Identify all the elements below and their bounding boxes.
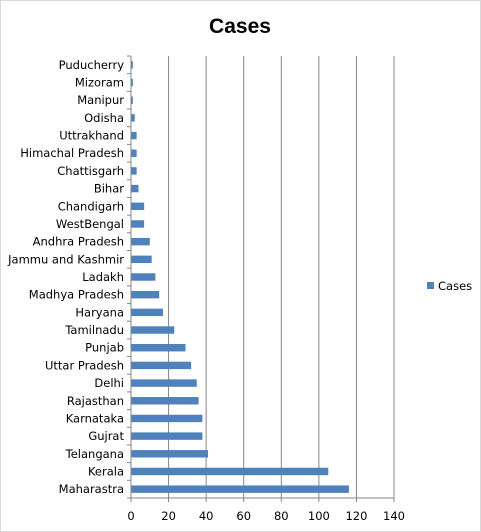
- category-labels: Maharastra Kerala Telangana Gujrat Karnataka…: [7, 58, 124, 496]
- category-label: Haryana: [75, 305, 124, 319]
- category-label: Kerala: [88, 464, 124, 478]
- bar: [131, 344, 186, 352]
- legend-swatch: [427, 282, 434, 289]
- x-tick-label: 0: [127, 509, 134, 523]
- bar: [131, 414, 203, 423]
- category-label: Manipur: [77, 93, 124, 107]
- legend: Cases: [427, 279, 472, 293]
- bar: [131, 467, 329, 476]
- category-label: WestBengal: [56, 217, 124, 231]
- bar: [131, 255, 152, 264]
- x-tick-labels: 0 20 40 60 80 100 120 140: [127, 509, 405, 523]
- category-label: Telangana: [65, 447, 124, 461]
- category-label: Chandigarh: [58, 199, 124, 213]
- bar: [131, 397, 199, 405]
- bar: [131, 290, 160, 299]
- bar: [131, 432, 203, 440]
- bar: [131, 273, 156, 281]
- bar: [131, 237, 150, 246]
- category-label: Andhra Pradesh: [33, 235, 124, 249]
- bar: [131, 167, 137, 175]
- category-label: Ladakh: [82, 270, 124, 284]
- x-tick-label: 60: [236, 509, 251, 523]
- category-label: Jammu and Kashmir: [7, 252, 124, 266]
- category-label: Gujrat: [88, 429, 124, 443]
- category-label: Rajasthan: [67, 394, 124, 408]
- bar: [131, 78, 133, 87]
- category-label: Chattisgarh: [57, 164, 124, 178]
- bar: [131, 326, 175, 334]
- category-label: Puducherry: [59, 58, 125, 72]
- bar: [131, 202, 145, 210]
- gridlines: [168, 56, 395, 498]
- bar: [131, 184, 139, 193]
- category-label: Madhya Pradesh: [29, 288, 124, 302]
- category-label: Uttrakhand: [59, 129, 124, 143]
- bar: [131, 61, 133, 69]
- bar: [131, 308, 163, 317]
- bar: [131, 96, 133, 104]
- category-label: Mizoram: [75, 76, 124, 90]
- axes: [127, 55, 395, 502]
- category-label: Punjab: [85, 341, 124, 355]
- category-label: Himachal Pradesh: [20, 146, 124, 160]
- x-tick-label: 20: [161, 509, 176, 523]
- category-label: Uttar Pradesh: [45, 358, 124, 372]
- bar: [131, 450, 209, 458]
- bar: [131, 220, 145, 228]
- category-label: Tamilnadu: [64, 323, 124, 337]
- x-tick-label: 120: [345, 509, 367, 523]
- bar: [131, 114, 135, 122]
- bars: [131, 61, 349, 493]
- category-label: Odisha: [84, 111, 124, 125]
- bar: [131, 379, 197, 387]
- x-tick-label: 40: [199, 509, 214, 523]
- category-label: Bihar: [94, 182, 124, 196]
- category-label: Maharastra: [59, 482, 124, 496]
- x-tick-label: 140: [383, 509, 405, 523]
- bar: [131, 485, 349, 493]
- legend-label: Cases: [438, 279, 472, 293]
- bar: [131, 361, 192, 370]
- x-tick-label: 80: [274, 509, 289, 523]
- bar: [131, 149, 137, 157]
- category-label: Delhi: [94, 376, 124, 390]
- category-label: Karnataka: [66, 411, 124, 425]
- x-tick-label: 100: [308, 509, 330, 523]
- bar: [131, 131, 137, 140]
- chart-title: Cases: [209, 15, 271, 38]
